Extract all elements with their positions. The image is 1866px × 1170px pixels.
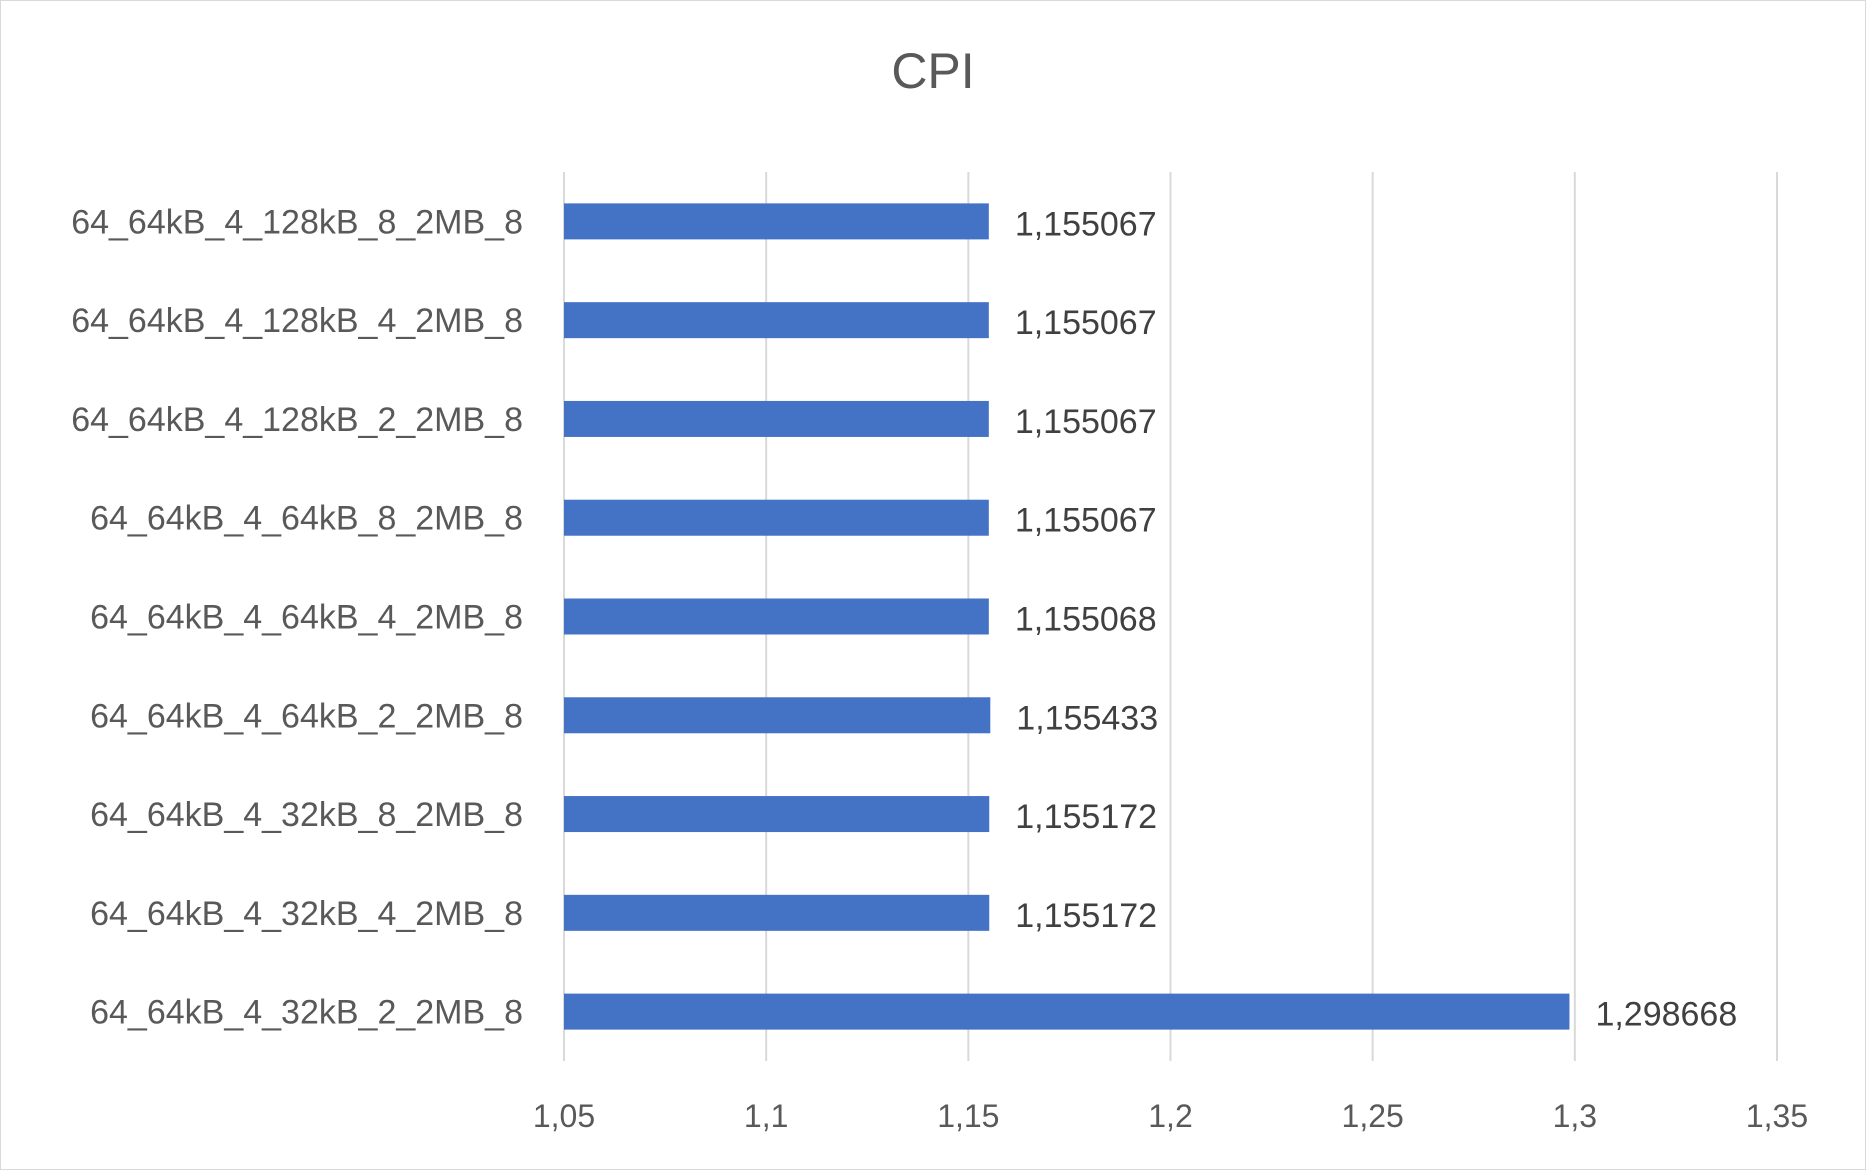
bar bbox=[564, 203, 989, 240]
x-tick-label: 1,2 bbox=[1148, 1098, 1192, 1134]
bar bbox=[564, 993, 1570, 1030]
data-label: 1,155433 bbox=[1016, 699, 1158, 737]
category-label: 64_64kB_4_128kB_8_2MB_8 bbox=[71, 203, 523, 241]
data-label: 1,298668 bbox=[1595, 996, 1737, 1034]
bar bbox=[564, 894, 990, 931]
category-label: 64_64kB_4_32kB_4_2MB_8 bbox=[90, 895, 523, 933]
category-label: 64_64kB_4_32kB_2_2MB_8 bbox=[90, 994, 523, 1032]
data-label: 1,155067 bbox=[1015, 304, 1157, 342]
data-label: 1,155172 bbox=[1015, 798, 1157, 836]
category-label: 64_64kB_4_64kB_2_2MB_8 bbox=[90, 697, 523, 735]
data-label: 1,155067 bbox=[1015, 403, 1157, 441]
x-tick-label: 1,3 bbox=[1553, 1098, 1597, 1134]
chart-title: CPI bbox=[891, 43, 975, 99]
category-label: 64_64kB_4_64kB_8_2MB_8 bbox=[90, 500, 523, 538]
data-label: 1,155067 bbox=[1015, 502, 1157, 540]
category-label: 64_64kB_4_128kB_2_2MB_8 bbox=[71, 401, 523, 439]
bar bbox=[564, 499, 989, 536]
category-label: 64_64kB_4_64kB_4_2MB_8 bbox=[90, 599, 523, 637]
x-tick-label: 1,1 bbox=[744, 1098, 788, 1134]
bar bbox=[564, 796, 990, 833]
bar bbox=[564, 697, 991, 734]
data-label: 1,155068 bbox=[1015, 601, 1157, 639]
category-label: 64_64kB_4_32kB_8_2MB_8 bbox=[90, 796, 523, 834]
x-tick-label: 1,15 bbox=[937, 1098, 999, 1134]
x-tick-label: 1,25 bbox=[1342, 1098, 1404, 1134]
x-tick-label: 1,35 bbox=[1746, 1098, 1808, 1134]
bar bbox=[564, 598, 989, 635]
category-label: 64_64kB_4_128kB_4_2MB_8 bbox=[71, 302, 523, 340]
data-label: 1,155067 bbox=[1015, 205, 1157, 243]
bar bbox=[564, 400, 989, 437]
bar bbox=[564, 302, 989, 339]
x-tick-label: 1,05 bbox=[533, 1098, 595, 1134]
data-label: 1,155172 bbox=[1015, 897, 1157, 935]
